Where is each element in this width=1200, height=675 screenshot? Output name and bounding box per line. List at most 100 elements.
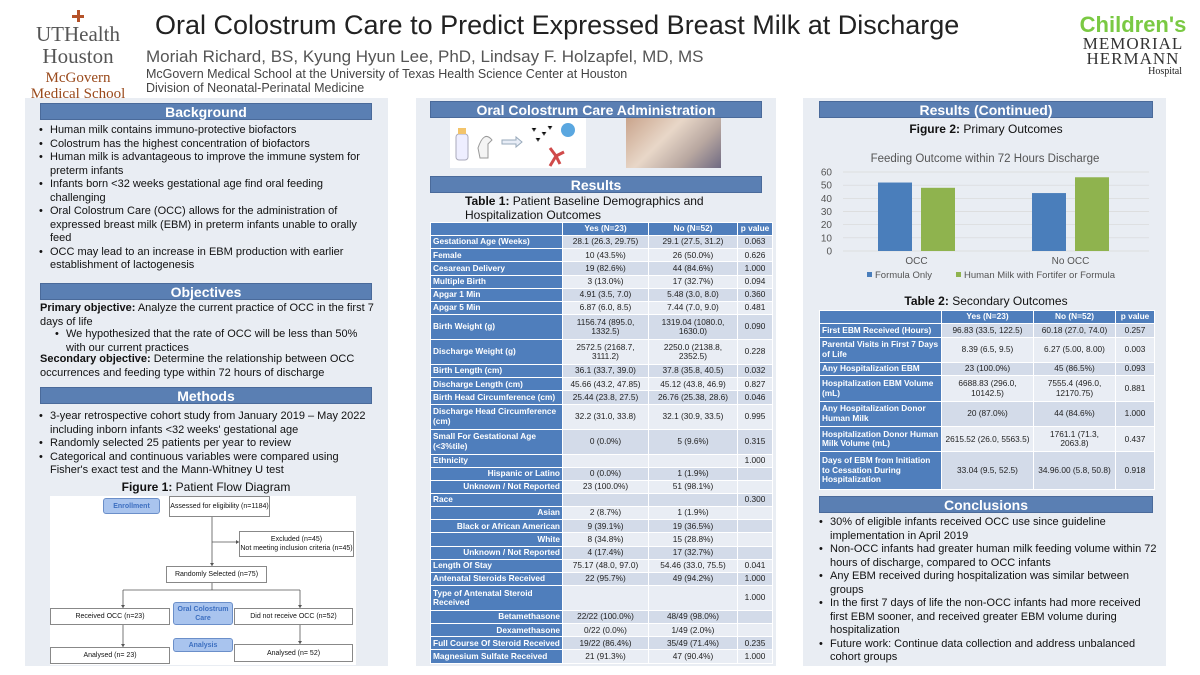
table-row: Type of Antenatal Steroid Received 1.000	[430, 584, 773, 612]
row-label: Cesarean Delivery	[430, 261, 563, 276]
table-row: Discharge Head Circumference (cm) 32.2 (3…	[430, 403, 773, 430]
legend-label: Formula Only	[875, 270, 932, 281]
bullet-item: Categorical and continuous variables wer…	[38, 451, 378, 478]
table-row: Ethnicity 1.000	[430, 453, 773, 468]
cell: 54.46 (33.0, 75.5)	[648, 558, 738, 573]
cell: 29.1 (27.5, 31.2)	[648, 235, 738, 250]
table-row: Any Hospitalization EBM 23 (100.0%) 45 (86…	[819, 362, 1155, 377]
row-label: Small For Gestational Age (<3%tile)	[430, 428, 563, 455]
row-label: Discharge Head Circumference (cm)	[430, 403, 563, 430]
affiliation: McGovern Medical School at the Universit…	[146, 67, 628, 81]
cell: 19/22 (86.4%)	[562, 636, 649, 651]
bullet-item: Any EBM received during hospitalization …	[818, 570, 1158, 597]
cell: 22 (95.7%)	[562, 571, 649, 587]
cell: 49 (94.2%)	[648, 571, 738, 587]
table-row: Discharge Length (cm) 45.66 (43.2, 47.85)…	[430, 377, 773, 392]
cell: 0.003	[1115, 336, 1155, 364]
row-label: Length Of Stay	[430, 558, 563, 573]
bullet-item: 30% of eligible infants received OCC use…	[818, 516, 1158, 543]
chart-title: Feeding Outcome within 72 Hours Discharg…	[871, 153, 1100, 165]
bullet-item: Human milk contains immuno-protective bi…	[38, 124, 378, 138]
cell: 17 (32.7%)	[648, 274, 738, 289]
row-label: Apgar 1 Min	[430, 287, 563, 302]
cell: 1.000	[737, 649, 773, 664]
administration-heading: Oral Colostrum Care Administration	[430, 101, 762, 118]
table1-caption: Table 1: Patient Baseline Demographics a…	[465, 194, 755, 222]
cell: 45.66 (43.2, 47.85)	[562, 377, 649, 392]
figure-label: Figure 2:	[909, 122, 960, 136]
uthealth-logo: UTHealth Houston McGovern Medical School	[18, 10, 138, 102]
cell: 23 (100.0%)	[941, 362, 1034, 377]
row-label: Asian	[430, 506, 563, 521]
row-label: Hospitalization EBM Volume (mL)	[819, 375, 942, 402]
enrollment-label: Enrollment	[103, 498, 160, 514]
cell	[562, 453, 649, 468]
cell: 36.1 (33.7, 39.0)	[562, 364, 649, 379]
cell: 1 (1.9%)	[648, 466, 738, 481]
cell: 37.8 (35.8, 40.5)	[648, 364, 738, 379]
cell: 7.44 (7.0, 9.0)	[648, 300, 738, 315]
childrens-memorial-hermann-logo: Children's MEMORIAL HERMANN Hospital	[1078, 12, 1188, 78]
table-row: Apgar 1 Min 4.91 (3.5, 7.0) 5.48 (3.0, 8.0…	[430, 287, 773, 302]
randomly-selected-box: Randomly Selected (n=75)	[166, 566, 267, 583]
cell: 1.000	[1115, 400, 1155, 428]
row-label: Antenatal Steroids Received	[430, 571, 563, 587]
logo-text: HERMANN	[1086, 49, 1180, 68]
cell: 0.093	[1115, 362, 1155, 377]
table-row: Apgar 5 Min 6.87 (6.0, 8.5) 7.44 (7.0, 9.0…	[430, 300, 773, 315]
cell: 26 (50.0%)	[648, 248, 738, 263]
table-row: Parental Visits in First 7 Days of Life 8…	[819, 336, 1155, 364]
table-row: Gestational Age (Weeks) 28.1 (26.3, 29.75…	[430, 235, 773, 250]
cell: 75.17 (48.0, 97.0)	[562, 558, 649, 573]
infant-photo	[626, 118, 721, 168]
y-tick-label: 60	[821, 168, 833, 179]
cell: 0.481	[737, 300, 773, 315]
bullet-item: Oral Colostrum Care (OCC) allows for the…	[38, 205, 378, 246]
cell: 45.12 (43.8, 46.9)	[648, 377, 738, 392]
primary-label: Primary objective:	[40, 302, 136, 314]
cell: 1.000	[737, 571, 773, 587]
cell: 48/49 (98.0%)	[648, 610, 738, 625]
row-label: Type of Antenatal Steroid Received	[430, 584, 563, 612]
table2: Yes (N=23) No (N=52) p value First EBM Rece…	[819, 309, 1155, 490]
row-label: Black or African American	[430, 519, 563, 534]
cell: 8 (34.8%)	[562, 532, 649, 547]
table-row: White 8 (34.8%) 15 (28.8%)	[430, 532, 773, 547]
x-tick-label: No OCC	[1052, 256, 1090, 267]
occ-label: Oral Colostrum Care	[173, 602, 233, 625]
poster-title: Oral Colostrum Care to Predict Expressed…	[155, 10, 960, 40]
logo-text: McGovern	[45, 70, 111, 86]
column-header: p value	[737, 221, 773, 237]
cell: 19 (82.6%)	[562, 261, 649, 276]
cell: 0.881	[1115, 375, 1155, 402]
patient-flow-diagram: Enrollment Assessed for eligibility (n=1…	[50, 496, 356, 665]
cell: 2250.0 (2138.8, 2352.5)	[648, 339, 738, 366]
row-label: Dexamethasone	[430, 623, 563, 638]
bullet-item: OCC may lead to an increase in EBM produ…	[38, 246, 378, 273]
table-row: Dexamethasone 0/22 (0.0%) 1/49 (2.0%)	[430, 623, 773, 638]
row-label: Ethnicity	[430, 453, 563, 468]
table2-caption: Table 2: Secondary Outcomes	[819, 294, 1153, 308]
cell: 1319.04 (1080.0, 1630.0)	[648, 313, 738, 341]
table-row: Birth Head Circumference (cm) 25.44 (23.8…	[430, 390, 773, 405]
cell: 60.18 (27.0, 74.0)	[1033, 323, 1116, 338]
bullet-item: Human milk is advantageous to improve th…	[38, 151, 378, 178]
cell: 1/49 (2.0%)	[648, 623, 738, 638]
cell	[737, 466, 773, 481]
hypothesis-list: We hypothesized that the rate of OCC wil…	[40, 328, 376, 355]
figure2-caption: Figure 2: Primary Outcomes	[819, 122, 1153, 136]
cell: 0.257	[1115, 323, 1155, 338]
figure-title: Patient Flow Diagram	[172, 480, 291, 494]
cell	[737, 532, 773, 547]
table-header-row: Yes (N=23) No (N=52) p value	[430, 221, 773, 237]
cell: 0.827	[737, 377, 773, 392]
secondary-text: Determine the relationship between OCC o…	[40, 353, 355, 379]
cell: 1 (1.9%)	[648, 506, 738, 521]
bullet-item: Infants born <32 weeks gestational age f…	[38, 178, 378, 205]
cell: 45 (86.5%)	[1033, 362, 1116, 377]
row-label: White	[430, 532, 563, 547]
cell: 0 (0.0%)	[562, 466, 649, 481]
table-row: Full Course Of Steroid Received 19/22 (86…	[430, 636, 773, 651]
row-label: Gestational Age (Weeks)	[430, 235, 563, 250]
logo-text: Children's	[1079, 12, 1187, 37]
